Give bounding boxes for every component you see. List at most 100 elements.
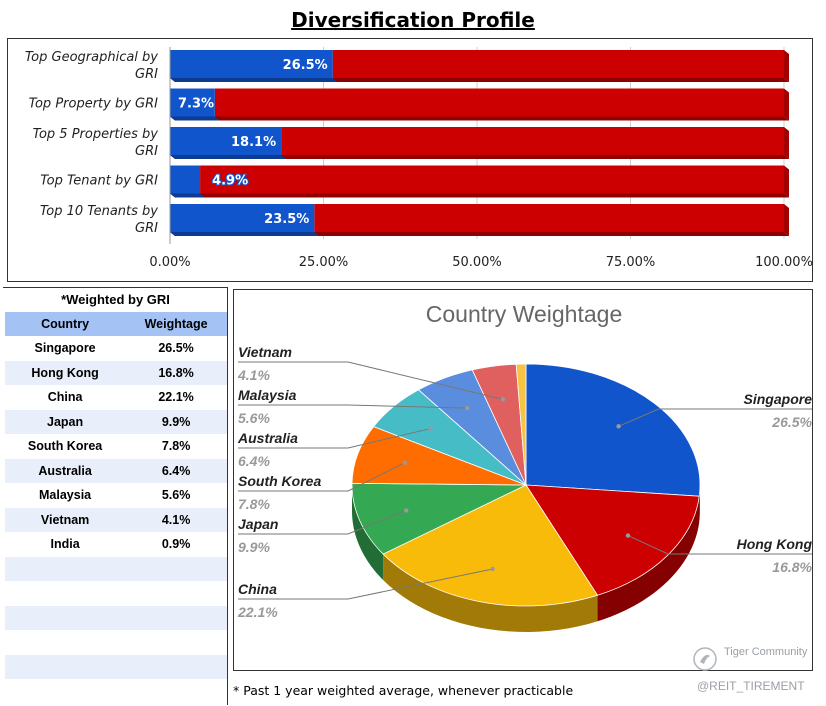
pie-slice-side (597, 496, 700, 622)
table-caption: *Weighted by GRI (61, 292, 170, 307)
empty-table-row (5, 679, 227, 704)
tiger-logo-icon (693, 647, 717, 671)
pie-slice-name: Malaysia (238, 387, 297, 403)
weightage-cell: 4.1% (125, 507, 227, 532)
country-cell: Australia (5, 458, 126, 483)
bar-depth-red (170, 193, 789, 198)
pie-leader-line (618, 408, 812, 427)
watermark-community: Tiger Community (724, 646, 808, 658)
table-row: South Korea 7.8% (5, 434, 227, 459)
bar-depth-blue (170, 155, 287, 159)
pie-slice-value: 6.4% (238, 453, 270, 469)
pie-leader-line (238, 509, 407, 535)
pie-leader-line (627, 535, 812, 555)
bar-depth-blue (170, 78, 338, 82)
x-tick-label: 50.00% (452, 255, 502, 270)
table-row: India 0.9% (5, 532, 227, 557)
bar-segment-remainder (314, 204, 784, 232)
bar-side-red (784, 88, 789, 121)
empty-table-row (5, 581, 227, 606)
pie-slice-name: Hong Kong (737, 536, 813, 552)
country-cell: Vietnam (5, 507, 126, 532)
weightage-table-panel: *Weighted by GRI Country Weightage Singa… (3, 287, 228, 705)
country-cell: Japan (5, 409, 126, 434)
pie-slice-value: 9.9% (238, 539, 270, 555)
empty-table-row (5, 556, 227, 581)
table-row: Hong Kong 16.8% (5, 360, 227, 385)
pie-slice-value: 22.1% (237, 604, 278, 620)
pie-leader-line (238, 361, 504, 400)
pie-slice-name: Singapore (744, 391, 813, 407)
country-cell: South Korea (5, 434, 126, 459)
bar-data-label: 26.5% (283, 58, 328, 73)
weightage-cell: 0.9% (125, 532, 227, 557)
weightage-table: Country Weightage Singapore 26.5% Hong Kon… (5, 312, 227, 704)
category-label: GRI (135, 144, 158, 159)
bar-side-red (784, 50, 789, 82)
pie-slice-name: Japan (238, 516, 278, 532)
weightage-cell: 26.5% (125, 336, 227, 361)
bar-side-red (784, 204, 789, 236)
bar-depth-red (170, 116, 789, 121)
weightage-cell: 9.9% (125, 409, 227, 434)
pie-anchor-dot (490, 566, 495, 572)
pie-slice (525, 363, 701, 497)
pie-slice (351, 482, 527, 555)
pie-slice-name: China (238, 581, 277, 597)
table-row: Australia 6.4% (5, 458, 227, 483)
x-tick-label: 75.00% (606, 255, 656, 270)
pie-slice (515, 363, 527, 486)
weightage-cell: 7.8% (125, 434, 227, 459)
bar-segment-value (170, 204, 315, 232)
bar-segment-remainder (281, 127, 784, 155)
country-cell: Malaysia (5, 483, 126, 508)
x-tick-label: 0.00% (149, 255, 190, 270)
pie-anchor-dot (616, 424, 621, 429)
bar-segment-remainder (332, 50, 784, 78)
bar-chart: 0.00% 25.00% 50.00% 75.00% 100.00% 26.5% Top G… (25, 47, 813, 270)
category-label: Top Tenant by GRI (40, 174, 158, 189)
weightage-cell: 6.4% (125, 458, 227, 483)
empty-table-row (5, 630, 227, 655)
table-row: China 22.1% (5, 385, 227, 410)
pie-slice-name: Australia (237, 430, 298, 446)
table-row: Japan 9.9% (5, 409, 227, 434)
bar-data-label: 18.1% (231, 135, 276, 150)
table-row: Singapore 26.5% (5, 336, 227, 361)
country-cell: India (5, 532, 126, 557)
category-label: Top Geographical by (25, 50, 158, 65)
category-label: Top Property by GRI (29, 97, 159, 112)
bar-segment-value (170, 50, 333, 78)
bar-data-label: 23.5% (264, 212, 309, 227)
column-header-country: Country (5, 312, 126, 336)
pie-slice (382, 484, 599, 607)
category-label: Top 5 Properties by (33, 127, 159, 142)
pie-anchor-dot (428, 426, 433, 431)
bar-depth-blue (170, 193, 206, 198)
bar-segment-value (170, 88, 215, 117)
pie-anchor-dot (402, 460, 408, 465)
pie-slice-value: 16.8% (772, 559, 812, 575)
pie-labels: Singapore 26.5% Hong Kong 16.8% China 22.1% Ja… (237, 344, 813, 620)
pie-chart-panel: Country Weightage Singapore 26.5% Hong Kong… (233, 289, 813, 671)
bar-data-label: 7.3% (178, 97, 214, 112)
category-label: Top 10 Tenants by (40, 204, 158, 219)
pie-leader-line (238, 404, 468, 409)
pie-top-faces (351, 363, 701, 607)
table-row: Vietnam 4.1% (5, 507, 227, 532)
weightage-cell: 5.6% (125, 483, 227, 508)
pie-leader-line (238, 462, 406, 492)
table-row: Malaysia 5.6% (5, 483, 227, 508)
bar-segment-value (170, 165, 201, 194)
country-cell: China (5, 385, 126, 410)
bar-depth-blue (170, 116, 220, 121)
pie-leader-line (238, 568, 493, 600)
pie-title: Country Weightage (426, 301, 622, 327)
x-tick-label: 100.00% (755, 255, 813, 270)
column-header-weightage: Weightage (125, 312, 227, 336)
pie-slice-value: 26.5% (771, 414, 812, 430)
pie-chart: Country Weightage Singapore 26.5% Hong Kong… (237, 301, 813, 632)
pie-slice-name: Vietnam (238, 344, 292, 360)
bar-segment-value (170, 127, 282, 155)
category-label: GRI (135, 221, 158, 236)
